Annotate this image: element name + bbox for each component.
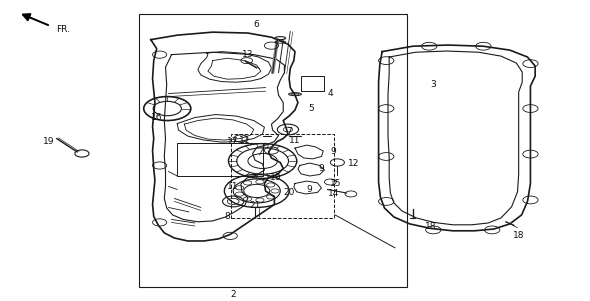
Text: 4: 4	[327, 89, 333, 98]
Text: 16: 16	[151, 113, 162, 122]
Text: 17: 17	[228, 137, 239, 146]
Text: 9: 9	[319, 164, 324, 173]
Text: 19: 19	[43, 137, 55, 146]
Text: 18: 18	[425, 222, 436, 231]
Text: 6: 6	[254, 20, 260, 29]
Text: 11: 11	[239, 135, 251, 144]
Text: 15: 15	[330, 179, 342, 188]
Text: 5: 5	[309, 104, 314, 113]
Text: 11: 11	[289, 135, 301, 144]
Bar	[231, 134, 335, 218]
Text: 2: 2	[230, 290, 236, 299]
Text: FR.: FR.	[57, 25, 70, 34]
Bar	[301, 76, 324, 91]
Text: 18: 18	[513, 231, 525, 240]
Text: 20: 20	[283, 188, 295, 197]
Bar	[177, 143, 263, 176]
Bar	[139, 14, 407, 287]
Text: 21: 21	[250, 201, 261, 210]
Text: 9: 9	[330, 147, 336, 157]
Text: 14: 14	[327, 189, 339, 198]
Text: 3: 3	[431, 80, 436, 89]
Text: 13: 13	[242, 50, 254, 59]
Text: 10: 10	[270, 173, 282, 182]
Text: 11: 11	[228, 182, 239, 191]
Text: 9: 9	[307, 185, 313, 194]
Text: 7: 7	[286, 126, 292, 135]
Text: 8: 8	[224, 212, 230, 221]
Text: 12: 12	[348, 160, 359, 169]
